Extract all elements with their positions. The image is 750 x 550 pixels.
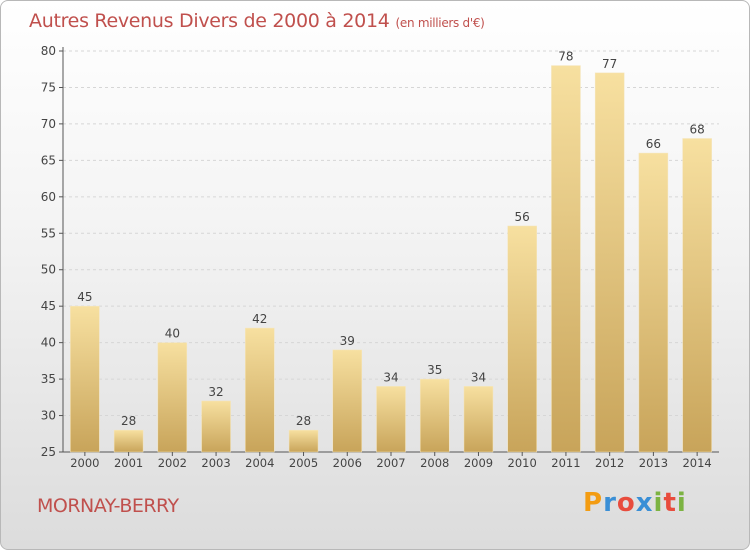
x-tick-label: 2014 [682,456,711,470]
bar-value-label: 34 [471,370,486,384]
bar-value-label: 78 [558,50,573,64]
logo-letter: i [676,488,687,518]
y-tick-label: 65 [41,153,56,167]
bar-value-label: 28 [121,414,136,428]
x-tick-label: 2009 [464,456,493,470]
logo-letter: r [603,488,617,518]
logo-letter: x [635,488,654,518]
bar [376,386,406,453]
y-tick-label: 60 [41,190,56,204]
bar [113,429,144,453]
logo-letter: t [663,488,677,518]
x-tick-label: 2000 [70,456,99,470]
bar [288,429,319,453]
y-tick-label: 70 [41,117,56,131]
bar [201,400,231,453]
chart-title-text: Autres Revenus Divers de 2000 à 2014 [29,10,390,32]
y-tick-label: 30 [41,409,56,423]
bar-value-label: 40 [165,327,180,341]
y-tick-label: 55 [41,226,56,240]
bar [682,138,712,453]
bar [463,386,494,453]
y-tick-label: 75 [41,80,56,94]
logo-letter: o [616,488,636,518]
y-tick-label: 50 [41,263,56,277]
bar-value-label: 32 [208,385,223,399]
bar [551,65,581,453]
x-tick-label: 2011 [551,456,580,470]
y-tick-label: 25 [41,445,56,459]
bar-value-label: 68 [689,122,704,136]
x-tick-label: 2002 [158,456,187,470]
x-tick-label: 2003 [201,456,230,470]
location-label: MORNAY-BERRY [37,495,179,517]
x-tick-label: 2006 [333,456,362,470]
bar-value-label: 42 [252,312,267,326]
bar-value-label: 39 [340,334,355,348]
bar-value-label: 35 [427,363,442,377]
y-tick-label: 80 [41,44,56,58]
x-tick-label: 2001 [114,456,143,470]
x-tick-label: 2013 [639,456,668,470]
x-tick-label: 2007 [376,456,405,470]
bar-value-label: 56 [515,210,530,224]
y-tick-label: 35 [41,372,56,386]
bar [638,152,669,453]
bar [157,342,188,453]
bar [507,225,537,453]
bar [70,305,100,453]
y-tick-label: 40 [41,336,56,350]
x-tick-label: 2004 [245,456,274,470]
bar-value-label: 45 [77,290,92,304]
bar-value-label: 34 [383,370,398,384]
bar-value-label: 66 [646,137,661,151]
bar [245,327,275,453]
y-tick-label: 45 [41,299,56,313]
x-tick-label: 2005 [289,456,318,470]
x-tick-label: 2008 [420,456,449,470]
logo-letter: i [653,488,664,518]
bar-value-label: 28 [296,414,311,428]
logo-letter: P [583,488,604,518]
bar [332,349,363,453]
chart-title: Autres Revenus Divers de 2000 à 2014 (en … [29,10,485,32]
chart-subtitle: (en milliers d'€) [395,16,485,30]
bar [594,72,625,453]
bar [419,378,450,453]
x-tick-label: 2010 [508,456,537,470]
proxiti-logo: Proxiti [583,488,687,518]
x-tick-label: 2012 [595,456,624,470]
bar-value-label: 77 [602,57,617,71]
